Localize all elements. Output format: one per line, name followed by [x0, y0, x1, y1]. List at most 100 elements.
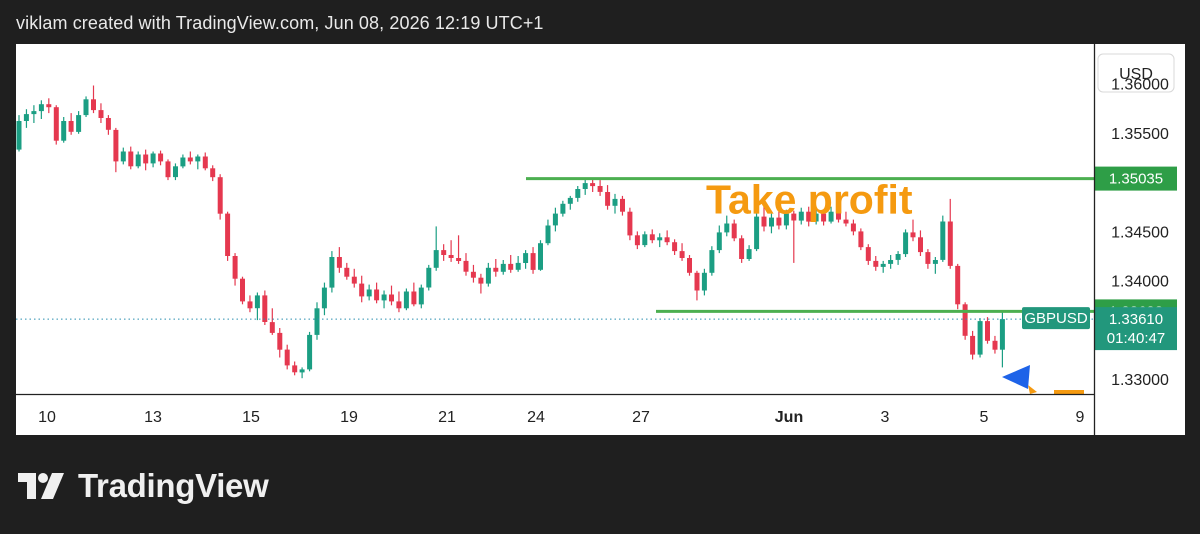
candle-body [843, 219, 849, 224]
candle-body [962, 304, 968, 336]
chart-panel[interactable]: USD 1.36000 1.35500 1.34500 1.34000 1.33… [16, 44, 1185, 435]
candle [873, 256, 879, 271]
candle [105, 115, 111, 135]
candle [806, 206, 812, 227]
candle-body [91, 99, 96, 111]
candle [590, 178, 596, 192]
candle-body [538, 243, 543, 270]
candle [850, 219, 856, 236]
candle-body [739, 238, 745, 259]
candle-body [798, 211, 804, 221]
candle [955, 263, 961, 310]
candle-body [321, 287, 327, 309]
candle-body [284, 349, 290, 366]
candle [575, 186, 581, 202]
symbol-tag [1022, 307, 1090, 330]
position-marker-icon [1002, 365, 1030, 389]
candle [992, 335, 998, 354]
candle-body [411, 291, 417, 305]
candle [448, 240, 454, 262]
time-scale[interactable]: 10 13 15 19 21 24 27 Jun 3 5 9 [16, 44, 1096, 435]
candle [798, 207, 804, 225]
candle [545, 219, 551, 246]
candle-body [731, 223, 737, 239]
candle [403, 288, 409, 311]
currency-label[interactable]: USD [1119, 66, 1153, 83]
candle-body [210, 168, 216, 178]
candle-body [567, 197, 573, 204]
candle-body [158, 153, 164, 162]
candle-body [418, 287, 424, 305]
candle [76, 111, 82, 134]
candle [634, 231, 640, 250]
candle [888, 255, 894, 269]
candle [321, 282, 327, 316]
candle [821, 210, 827, 226]
candle-body [880, 263, 886, 267]
price-scale[interactable]: USD 1.36000 1.35500 1.34500 1.34000 1.33… [1095, 53, 1177, 389]
candle-body [627, 211, 633, 236]
tradingview-logo-text: TradingView [78, 467, 269, 504]
candle-body [634, 235, 640, 246]
candle [627, 207, 633, 241]
price-chart-svg[interactable]: USD 1.36000 1.35500 1.34500 1.34000 1.33… [16, 44, 1185, 435]
candle-body [240, 278, 245, 302]
candle-body [560, 203, 566, 214]
x-tick-label: Jun [775, 409, 803, 426]
candle [299, 367, 305, 379]
x-tick-label: 19 [340, 409, 358, 426]
candle-body [716, 232, 722, 251]
candle [284, 344, 290, 370]
candle [582, 179, 588, 195]
candle [210, 165, 216, 182]
candle [150, 151, 156, 168]
candle [441, 244, 447, 261]
candle [336, 247, 342, 273]
candle-body [992, 340, 998, 350]
candle-body [888, 260, 894, 264]
candle [225, 211, 231, 261]
last-price-tag [1095, 307, 1177, 351]
candle-body [366, 289, 372, 297]
candle [739, 235, 745, 263]
take-profit-annotation[interactable]: Take profit [706, 177, 913, 223]
candle [500, 260, 506, 275]
candle-body [68, 121, 74, 132]
candle-body [195, 156, 201, 162]
candle [418, 284, 424, 309]
candle-body [754, 216, 760, 250]
candle [761, 205, 767, 232]
candle [61, 117, 67, 143]
candle [128, 146, 134, 170]
candle-body [16, 121, 22, 150]
candle-body [925, 252, 931, 264]
candle-body [552, 213, 558, 226]
candle-body [508, 263, 514, 270]
candle-body [83, 99, 89, 116]
candle-body [485, 267, 491, 284]
candle [567, 195, 573, 210]
candle-body [813, 213, 819, 222]
candle [83, 96, 89, 117]
candle [329, 251, 335, 293]
candle-body [202, 156, 208, 169]
candle-body [836, 211, 841, 220]
candle [374, 282, 380, 304]
candle-body [865, 247, 871, 261]
candle [187, 151, 193, 165]
candle [53, 105, 59, 145]
candle-body [999, 319, 1005, 350]
chart-attribution-header: viklam created with TradingView.com, Jun… [16, 13, 544, 33]
candle [433, 226, 439, 271]
currency-button[interactable] [1097, 53, 1175, 93]
candle [463, 253, 469, 276]
candle-body [806, 211, 812, 222]
candle [38, 100, 44, 119]
level-price-label: 1.35035 [1109, 171, 1163, 188]
candle-body [955, 265, 961, 305]
candle [277, 328, 283, 358]
candle [985, 317, 990, 344]
candle [605, 185, 611, 210]
x-tick-label: 10 [38, 409, 56, 426]
candle-body [500, 263, 506, 272]
